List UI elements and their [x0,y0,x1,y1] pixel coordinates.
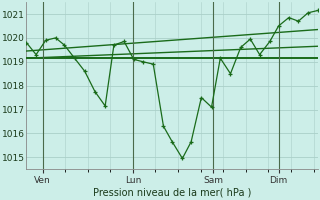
X-axis label: Pression niveau de la mer( hPa ): Pression niveau de la mer( hPa ) [93,188,252,198]
